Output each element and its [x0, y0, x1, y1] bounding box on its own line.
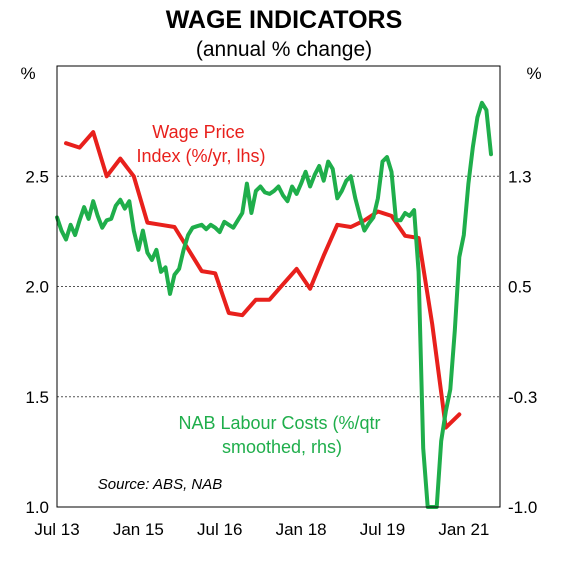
wage-price-index-label: Wage Price Index (%/yr, lhs): [136, 122, 265, 166]
right-tick-label: 0.5: [508, 278, 532, 297]
x-tick-label: Jul 13: [34, 520, 79, 539]
nab-labour-costs-label-line1: NAB Labour Costs (%/qtr: [178, 413, 380, 433]
nab-labour-costs-line: [55, 100, 493, 509]
x-tick-label: Jan 21: [438, 520, 489, 539]
nab-labour-costs-label-line2: smoothed, rhs): [222, 437, 342, 457]
plot-frame: [56, 65, 501, 508]
right-tick-label: -1.0: [508, 498, 537, 517]
wage-price-index-line: [64, 130, 462, 430]
left-axis-ticks: 1.0 1.5 2.0 2.5: [25, 167, 49, 517]
x-tick-label: Jul 16: [197, 520, 242, 539]
x-axis-ticks: Jul 13 Jan 15 Jul 16 Jan 18 Jul 19 Jan 21: [34, 520, 489, 539]
chart-title: WAGE INDICATORS: [166, 6, 403, 34]
series-lines: [55, 100, 493, 509]
nab-labour-costs-label: NAB Labour Costs (%/qtr smoothed, rhs): [178, 413, 385, 457]
left-axis-unit: %: [20, 64, 35, 83]
left-tick-label: 2.5: [25, 167, 49, 186]
right-axis-ticks: -1.0 -0.3 0.5 1.3: [508, 167, 537, 517]
left-tick-label: 2.0: [25, 278, 49, 297]
left-tick-label: 1.5: [25, 388, 49, 407]
right-tick-label: -0.3: [508, 388, 537, 407]
x-tick-label: Jan 15: [113, 520, 164, 539]
source-note: Source: ABS, NAB: [98, 476, 223, 493]
x-tick-label: Jan 18: [276, 520, 327, 539]
wage-price-index-label-line2: Index (%/yr, lhs): [136, 146, 265, 166]
left-tick-label: 1.0: [25, 498, 49, 517]
right-tick-label: 1.3: [508, 167, 532, 186]
chart-subtitle: (annual % change): [196, 38, 372, 61]
wage-price-index-label-line1: Wage Price: [152, 122, 244, 142]
x-tick-label: Jul 19: [360, 520, 405, 539]
right-axis-unit: %: [526, 64, 541, 83]
